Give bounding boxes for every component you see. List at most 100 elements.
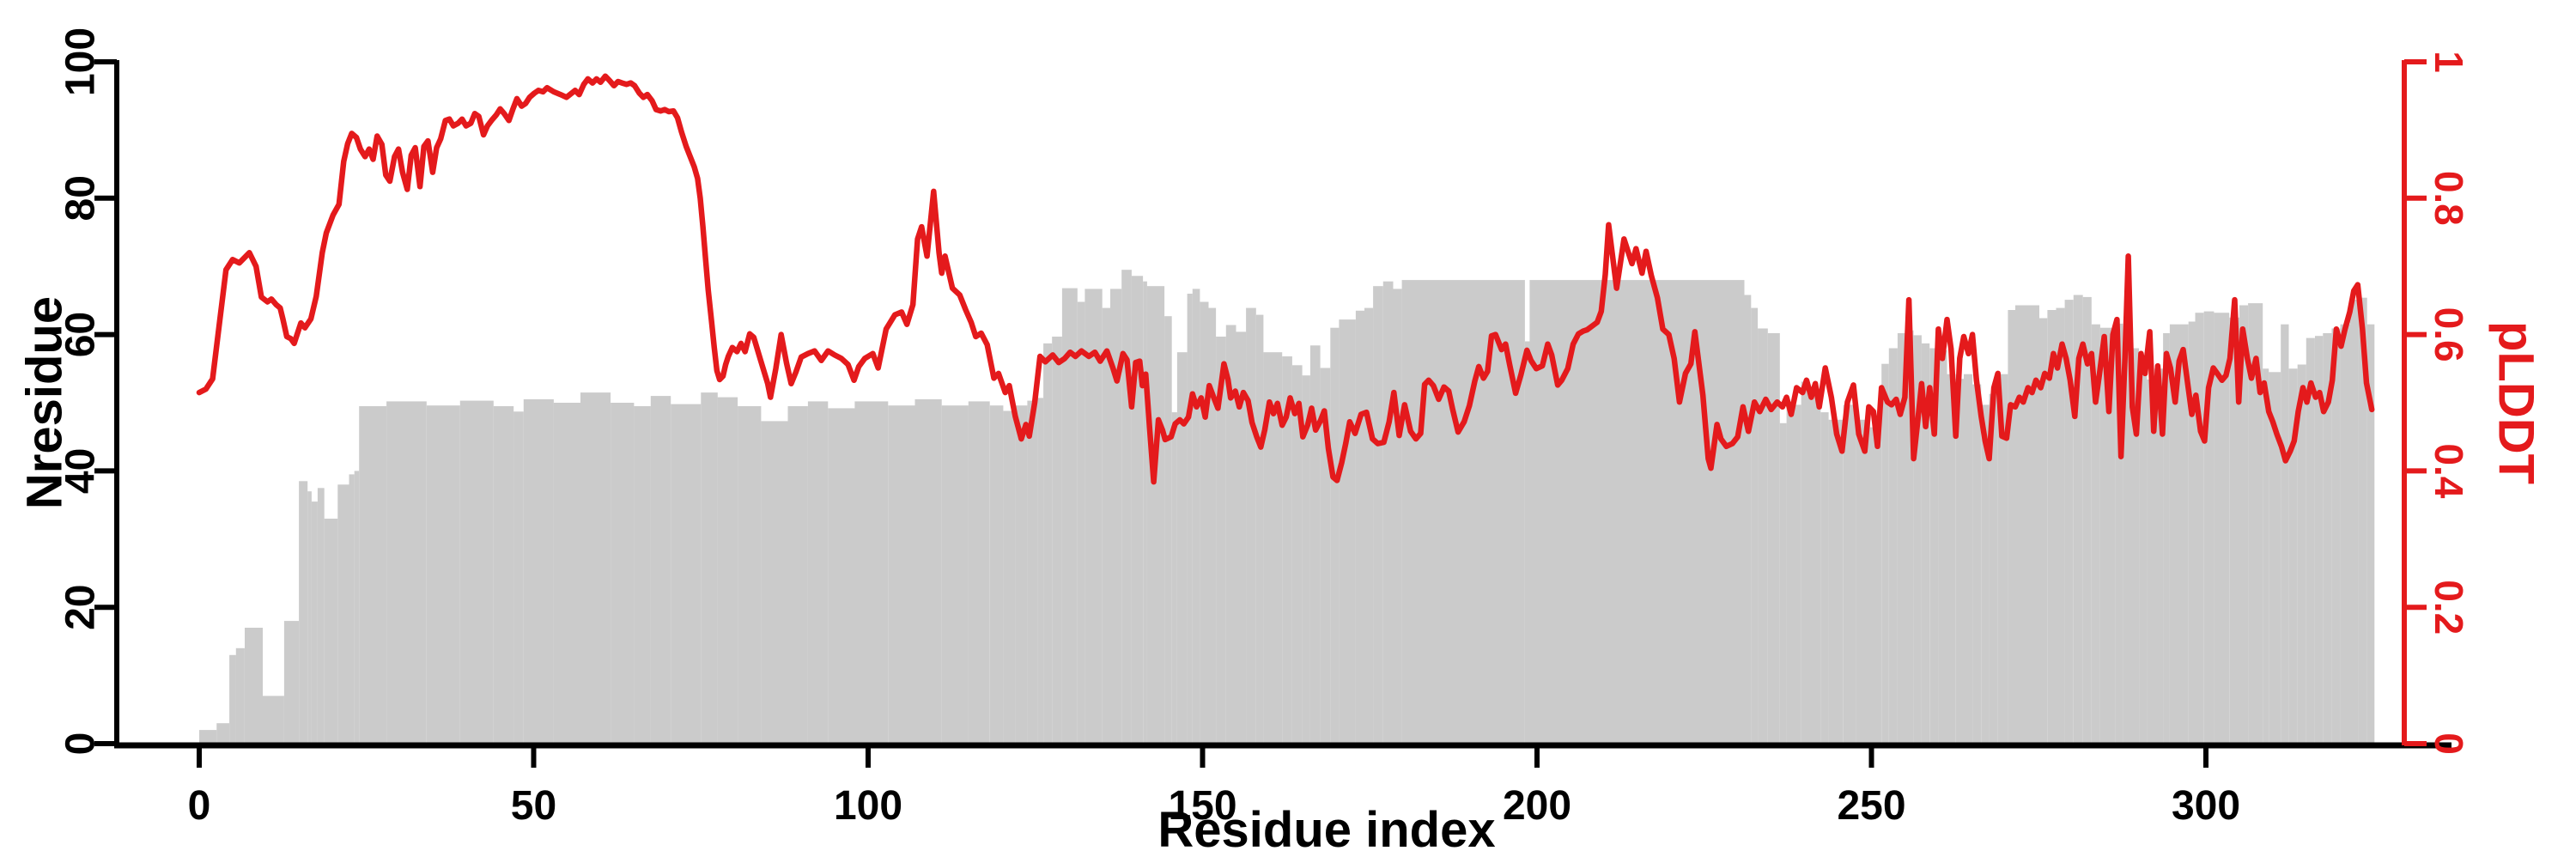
nresidue-bar-segment [1176,352,1188,745]
nresidue-bar-segment [307,491,312,745]
nresidue-bar-segment [2349,300,2359,746]
nresidue-bar-segment [1807,392,1821,745]
nresidue-bar-segment [1529,280,1745,746]
nresidue-bar-segment [1888,348,1898,745]
left-axis-title: Nresidue [17,296,73,509]
nresidue-bar-segment [2064,300,2074,746]
nresidue-bar-segment [1171,412,1177,745]
nresidue-bar-segment [1255,314,1264,745]
nresidue-bar-segment [1981,404,1990,745]
nresidue-bar-segment [1897,333,1905,745]
nresidue-bar-segment [311,501,318,745]
nresidue-bar-segment [1077,301,1085,745]
nresidue-bar-segment [1955,379,1964,745]
nresidue-bar-segment [828,408,855,745]
nresidue-bar-segment [2039,318,2048,745]
nresidue-bar-segment [2008,310,2015,745]
right-tick-label: 1 [2427,51,2471,73]
nresidue-bar-segment [1164,316,1172,745]
left-tick-label: 100 [58,27,104,96]
x-tick-label: 100 [834,783,902,829]
nresidue-bar-segment [1302,375,1310,745]
nresidue-bar-segment [1102,307,1110,745]
nresidue-bar-segment [761,421,788,745]
nresidue-bar-segment [2099,327,2115,745]
right-tick-label: 0.6 [2427,307,2471,362]
nresidue-bar-segment [2315,336,2324,745]
nresidue-bar-segment [1084,289,1103,745]
nresidue-bar-segment [2358,297,2367,745]
nresidue-bar-segment [2015,305,2039,745]
nresidue-bar-segment [1964,374,1973,745]
nresidue-bar-segment [1208,307,1217,745]
left-tick-label: 0 [58,732,104,756]
nresidue-bar-segment [2147,380,2154,745]
nresidue-bar-segment [317,488,325,746]
nresidue-bar-segment [1767,333,1780,745]
nresidue-bar-segment [2082,296,2092,745]
nresidue-bar-segment [1339,319,1356,745]
nresidue-bar-segment [2281,324,2289,745]
nresidue-bar-segment [1320,368,1331,745]
nresidue-bar-segment [426,405,460,745]
nresidue-bar-segment [354,471,360,745]
nresidue-bar-segment [1263,352,1283,745]
nresidue-bar-segment [2297,364,2306,745]
nresidue-bar-segment [1246,307,1256,745]
x-tick-label: 0 [188,783,211,829]
nresidue-bar-segment [634,406,651,745]
nresidue-bar-segment [1382,281,1394,745]
nresidue-bar-segment [1881,363,1889,745]
nresidue-bar-segment [1282,356,1292,745]
x-tick-label: 50 [511,783,556,829]
left-tick-label: 20 [58,585,104,630]
nresidue-bar-segment [1003,410,1016,745]
nresidue-bar-segment [611,403,635,745]
right-axis-title: pLDDT [2488,321,2544,484]
nresidue-bar-segment [1401,280,1525,746]
nresidue-bar-segment [1779,422,1787,745]
nresidue-bar-segment [1856,419,1870,745]
nresidue-bar-segment [1744,295,1752,745]
nresidue-bar-segment [386,401,427,745]
nresidue-bar-segment [245,628,263,745]
nresidue-bar-segment [1192,289,1200,745]
nresidue-bar-segment [1373,286,1383,745]
plddt-line [196,73,2375,485]
nresidue-bar-segment [1309,345,1321,745]
nresidue-bar-segment [513,411,524,745]
nresidue-bar-segment [854,401,889,745]
nresidue-bar-segment [1225,325,1236,745]
nresidue-bar-segment [1236,331,1247,745]
nresidue-bar-segment [738,406,762,745]
nresidue-bar-segment [216,723,230,745]
nresidue-bar-segment [1043,343,1053,745]
x-axis-title: Residue index [1157,802,1495,858]
right-tick-label: 0.8 [2427,171,2471,226]
nresidue-bar-segment [989,405,1004,745]
nresidue-bar-segment [2188,321,2196,745]
nresidue-bar-segment [2306,337,2315,745]
nresidue-bar-segment [2340,324,2350,745]
right-tick-label: 0.4 [2427,443,2471,498]
nresidue-bar-segment [2056,307,2065,745]
nresidue-bar-segment [2214,313,2230,745]
nresidue-bar-segment [701,392,718,745]
nresidue-bar-segment [2239,305,2248,745]
nresidue-bar-segment [523,399,554,745]
nresidue-bar-segment [1947,374,1956,745]
nresidue-bar-segment [2169,324,2189,745]
nresidue-bar-segment [229,654,236,745]
nresidue-bar-segment [2263,368,2269,745]
nresidue-bar-segment [787,406,808,745]
nresidue-bar-segment [1843,404,1856,745]
nresidue-bar-segment [1938,349,1947,745]
nresidue-bar-segment [717,397,738,745]
left-tick-label: 60 [58,312,104,357]
nresidue-bar-segment [1525,341,1530,745]
nresidue-bar-segment [650,396,671,745]
nresidue-bar-segment [2163,333,2170,745]
nresidue-bar-segment [1131,276,1144,745]
